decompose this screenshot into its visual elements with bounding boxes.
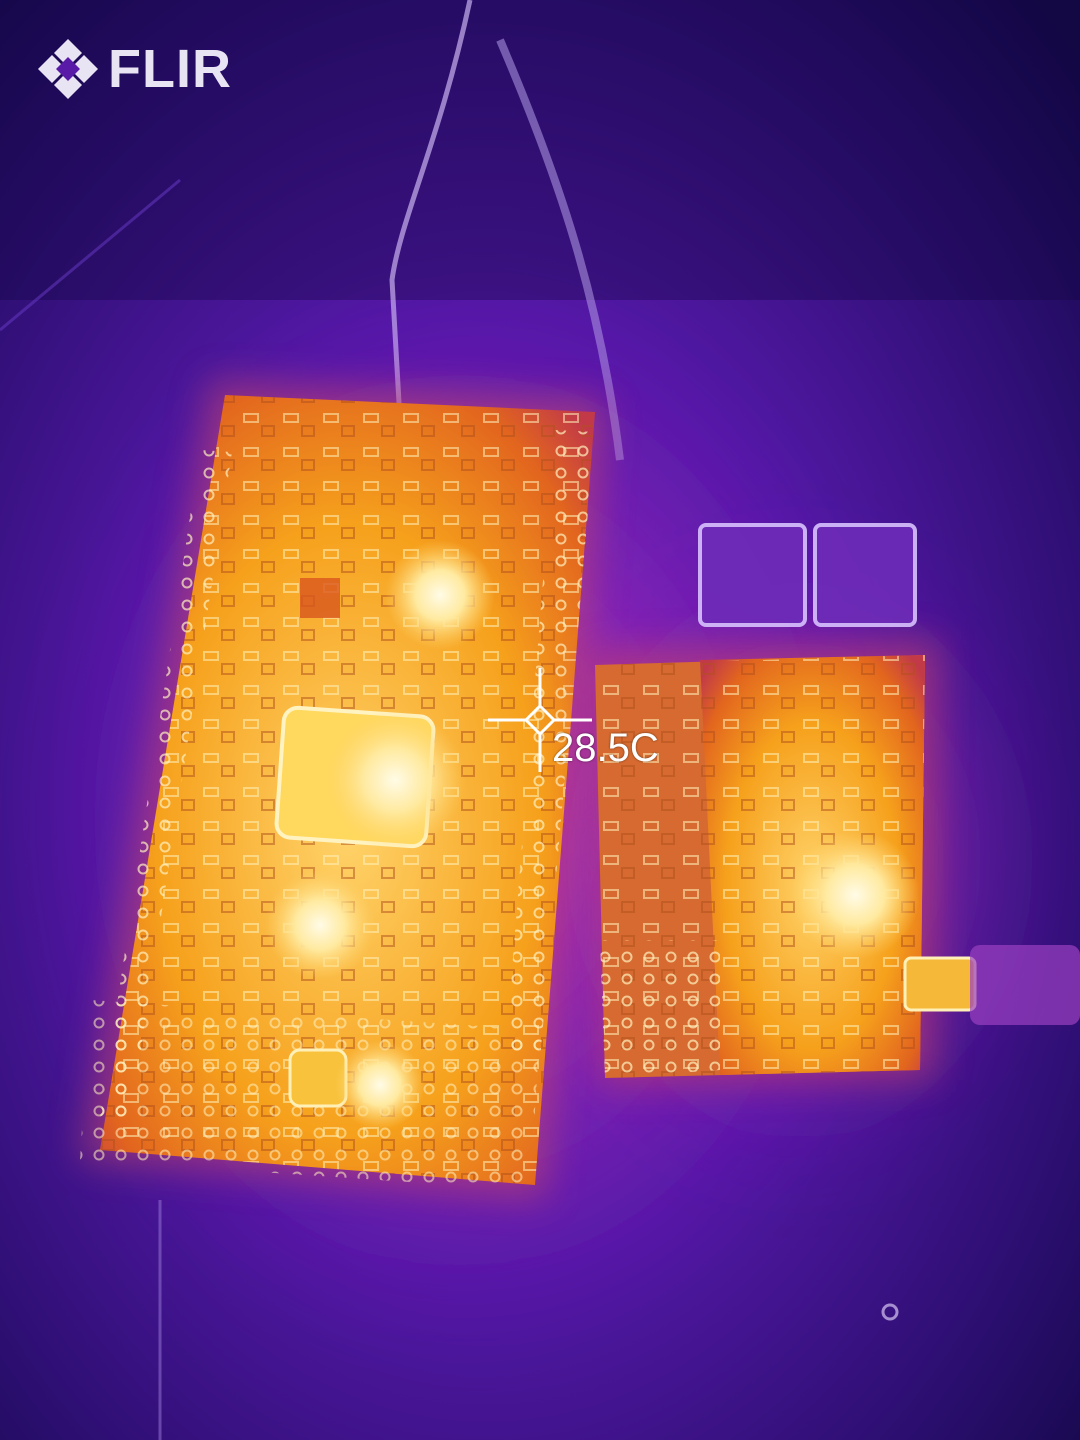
side-connector: [903, 956, 977, 1012]
spot-temperature-readout: 28.5C: [552, 726, 659, 770]
crosshair-spot-icon: [488, 668, 592, 772]
usb-port-1: [698, 523, 807, 627]
pcb-board-left: [80, 380, 605, 1200]
flir-diamond-icon: [38, 39, 98, 99]
usb-port-2: [813, 523, 917, 627]
cable-left: [389, 0, 473, 421]
flir-wordmark: FLIR: [108, 39, 232, 99]
flir-logo: FLIR: [36, 36, 232, 102]
pcb-board-right: [588, 523, 1080, 1085]
